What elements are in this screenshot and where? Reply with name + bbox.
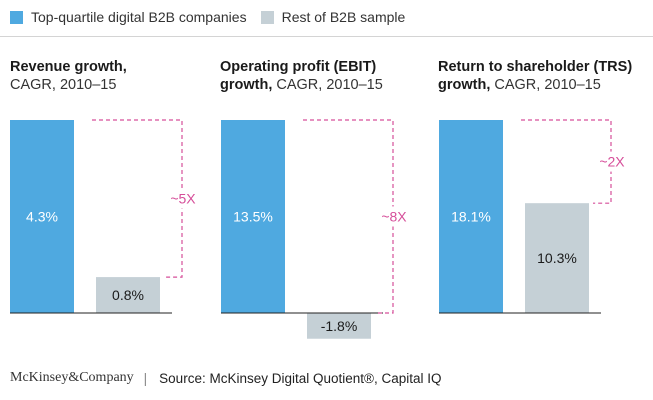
bar-top-quartile <box>221 120 285 313</box>
legend: Top-quartile digital B2B companies Rest … <box>10 8 419 26</box>
panel-subtitle: CAGR, 2010–15 <box>10 77 117 93</box>
bar-rest <box>307 313 371 339</box>
bar-rest <box>96 277 160 313</box>
panel-title-bold: Return to shareholder (TRS) <box>438 59 633 75</box>
footer: McKinsey&Company | Source: McKinsey Digi… <box>10 370 442 386</box>
bar-rest <box>525 203 589 313</box>
multiplier-label-bg <box>385 206 403 227</box>
multiplier-bracket <box>521 119 612 204</box>
panel-title-bold-2: growth, <box>438 77 491 93</box>
legend-swatch-top-quartile <box>10 10 23 24</box>
bar-value-label: 10.3% <box>537 250 577 266</box>
bar-top-quartile <box>10 120 74 313</box>
multiplier-label: ~2X <box>599 154 625 170</box>
multiplier-label: ~5X <box>170 191 196 207</box>
panel-title-bold-2: growth, <box>220 77 273 93</box>
footer-separator: | <box>143 370 148 386</box>
panel-title-bold: Revenue growth, <box>10 59 127 75</box>
legend-item-top-quartile: Top-quartile digital B2B companies <box>10 9 247 25</box>
panel-title-revenue: Revenue growth, CAGR, 2010–15 <box>10 58 230 94</box>
multiplier-bracket <box>92 119 183 278</box>
legend-item-rest: Rest of B2B sample <box>260 9 406 25</box>
bar-value-label: 0.8% <box>112 287 144 303</box>
bar-value-label: 13.5% <box>233 209 273 225</box>
panel-title-bold: Operating profit (EBIT) <box>220 59 377 75</box>
bar-value-label: -1.8% <box>321 318 358 334</box>
source-note: Source: McKinsey Digital Quotient®, Capi… <box>159 370 442 386</box>
legend-label-rest: Rest of B2B sample <box>281 9 406 25</box>
bar-top-quartile <box>439 120 503 313</box>
panel-title-ebit: Operating profit (EBIT) growth, CAGR, 20… <box>220 58 440 94</box>
multiplier-bracket <box>303 119 394 314</box>
bar-value-label: 18.1% <box>451 209 491 225</box>
multiplier-label-bg <box>174 188 192 209</box>
bar-value-label: 4.3% <box>26 209 58 225</box>
panel-subtitle: CAGR, 2010–15 <box>276 77 383 93</box>
legend-label-top-quartile: Top-quartile digital B2B companies <box>31 9 247 25</box>
legend-divider <box>0 36 653 37</box>
panel-subtitle: CAGR, 2010–15 <box>494 77 601 93</box>
multiplier-label-bg <box>603 151 621 172</box>
mckinsey-logo: McKinsey&Company <box>10 370 134 385</box>
multiplier-label: ~8X <box>381 209 407 225</box>
panel-title-trs: Return to shareholder (TRS) growth, CAGR… <box>438 58 653 94</box>
legend-swatch-rest <box>260 10 274 24</box>
